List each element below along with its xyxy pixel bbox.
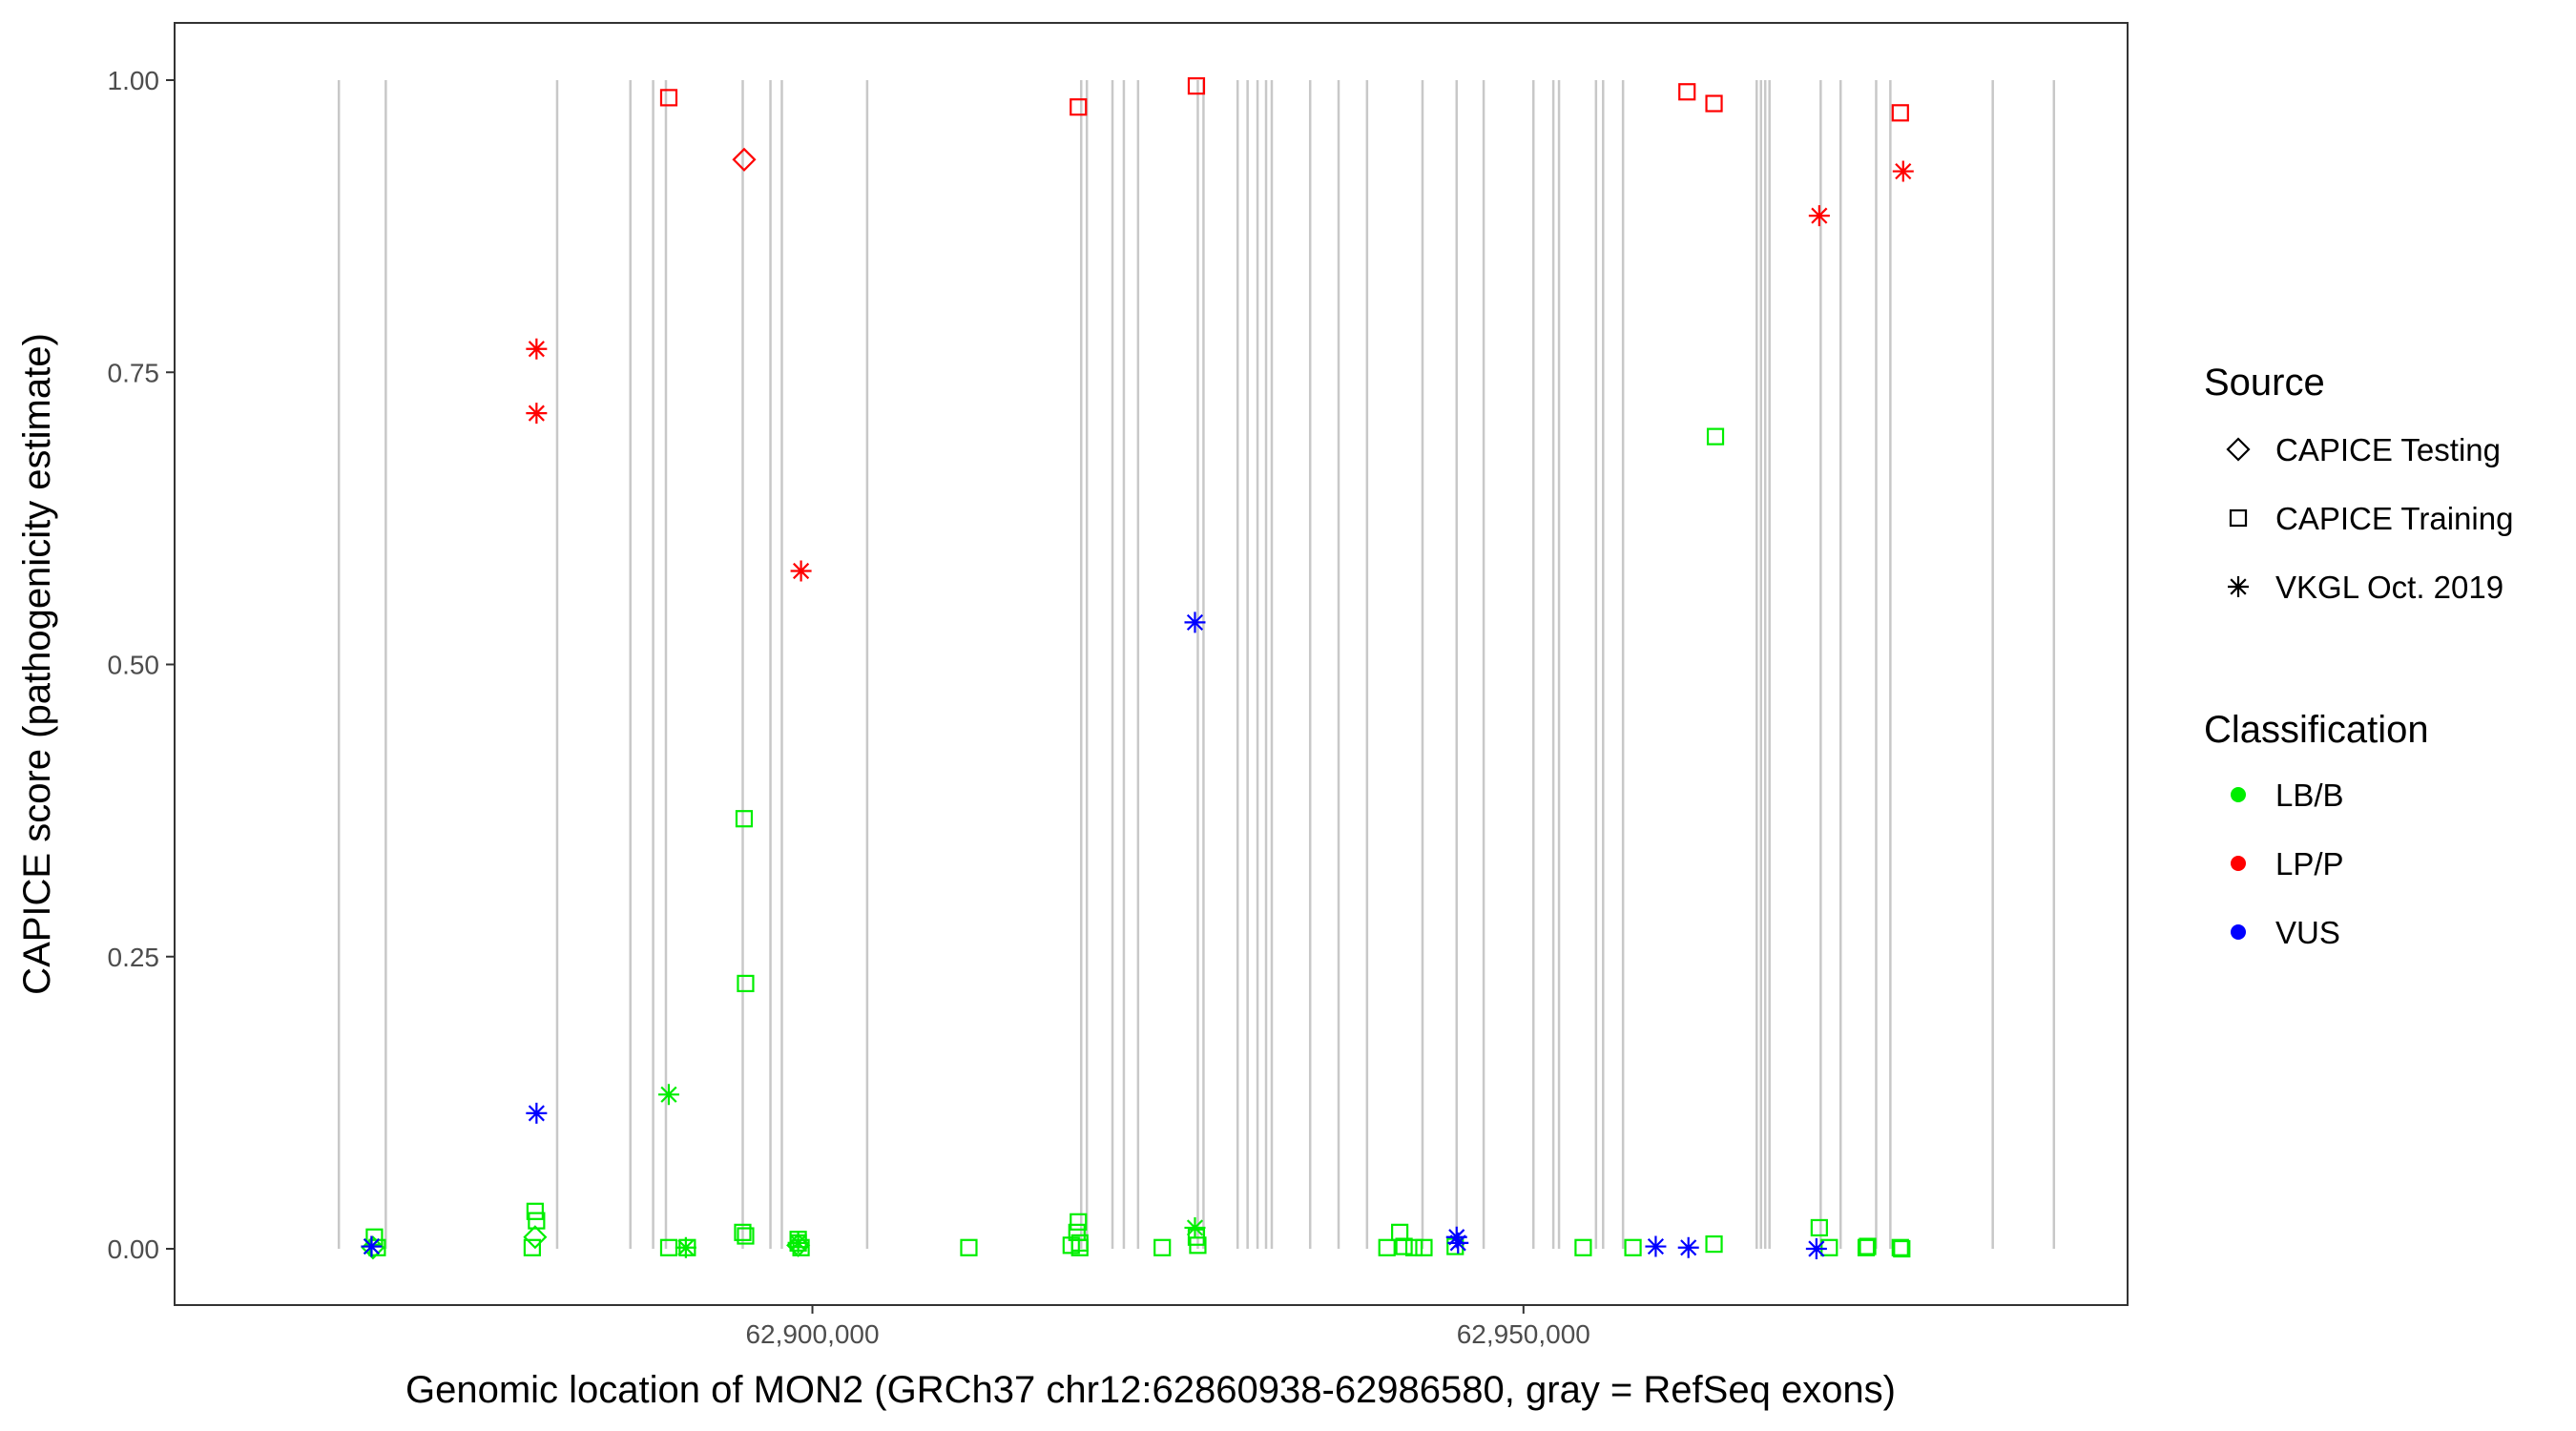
y-tick-label: 0.00 [108, 1234, 160, 1264]
data-point [528, 1212, 546, 1230]
data-point [1805, 1238, 1827, 1259]
legend-key [2231, 856, 2246, 871]
data-point [1677, 1236, 1699, 1258]
legend-label: LB/B [2275, 778, 2344, 813]
data-point [1891, 104, 1909, 122]
data-point [526, 1102, 548, 1124]
data-point [1189, 1236, 1207, 1255]
legend-key [2231, 924, 2246, 940]
data-point [361, 1235, 383, 1257]
data-point [659, 89, 678, 107]
data-point [737, 1227, 755, 1245]
axes: 0.00 0.25 0.50 0.75 1.00 62,900,000 62,950,000 [108, 66, 1590, 1349]
x-tick-label: 62,900,000 [745, 1319, 879, 1349]
data-point [1395, 1237, 1413, 1255]
data-point [732, 147, 757, 172]
legend-label: CAPICE Training [2275, 501, 2513, 536]
data-point [526, 338, 548, 360]
data-point [737, 974, 755, 993]
y-tick-label: 0.50 [108, 651, 160, 680]
legend-key [2226, 437, 2251, 462]
data-point [1070, 98, 1088, 116]
data-point [734, 1223, 752, 1241]
data-point [790, 560, 812, 582]
data-point [1706, 427, 1725, 446]
data-point [1678, 83, 1696, 101]
x-tick-label: 62,950,000 [1457, 1319, 1590, 1349]
data-points [361, 77, 1914, 1260]
legend-label: VKGL Oct. 2019 [2275, 570, 2503, 605]
y-tick-label: 0.25 [108, 943, 160, 972]
data-point [1893, 1239, 1911, 1258]
x-axis-title: Genomic location of MON2 (GRCh37 chr12:6… [405, 1369, 1896, 1411]
data-point [657, 1084, 679, 1106]
exon-lines [337, 80, 2056, 1249]
legend: Source CAPICE Testing CAPICE Training VKGL … [2204, 362, 2513, 950]
data-point [735, 810, 754, 828]
data-point [960, 1238, 978, 1256]
data-point [1859, 1237, 1877, 1255]
data-point [1153, 1238, 1172, 1256]
data-point [1391, 1223, 1409, 1241]
data-point [526, 1202, 544, 1220]
legend-label: VUS [2275, 915, 2340, 950]
data-point [1415, 1238, 1433, 1256]
data-point [523, 1225, 548, 1250]
data-point [1070, 1238, 1089, 1256]
data-point [787, 1232, 809, 1254]
data-point [1404, 1238, 1423, 1256]
legend-label: LP/P [2275, 846, 2344, 881]
legend-key [2229, 508, 2248, 528]
data-point [1705, 94, 1723, 113]
legend-key [2228, 576, 2249, 597]
data-point [1447, 1232, 1469, 1254]
y-tick-label: 0.75 [108, 358, 160, 387]
y-tick-label: 1.00 [108, 66, 160, 95]
data-point [1445, 1226, 1467, 1248]
legend-label: CAPICE Testing [2275, 432, 2501, 467]
data-point [1184, 612, 1206, 633]
data-point [1808, 205, 1830, 227]
data-point [1574, 1238, 1592, 1256]
data-point [1891, 1238, 1909, 1256]
data-point [1820, 1238, 1839, 1256]
data-point [1705, 1234, 1723, 1254]
data-point [675, 1236, 696, 1258]
data-point [526, 403, 548, 425]
data-point [1070, 1213, 1088, 1231]
data-point [1624, 1238, 1642, 1256]
data-point [1184, 1216, 1206, 1238]
data-point [1187, 77, 1206, 95]
data-point [1645, 1235, 1667, 1257]
data-point [1857, 1238, 1876, 1256]
data-point [1892, 160, 1914, 182]
legend-key [2231, 787, 2246, 802]
legend-title: Classification [2204, 709, 2429, 751]
plot-panel [174, 22, 2129, 1306]
data-point [1810, 1218, 1828, 1237]
legend-title: Source [2204, 362, 2325, 404]
data-point [523, 1238, 541, 1256]
y-axis-title: CAPICE score (pathogenicity estimate) [16, 333, 58, 995]
data-point [1378, 1238, 1396, 1256]
